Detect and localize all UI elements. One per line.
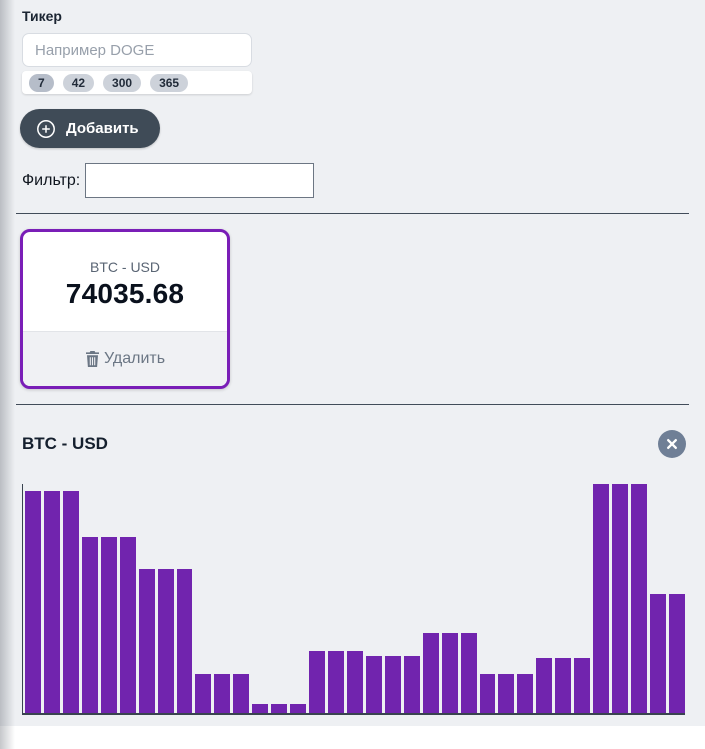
ticker-pair-label: BTC - USD <box>90 259 160 275</box>
chart-bar <box>62 490 79 713</box>
chart-bar <box>328 651 344 713</box>
chart-header: BTC - USD <box>22 430 686 458</box>
close-icon <box>665 437 679 451</box>
section-divider <box>16 404 689 405</box>
ticker-card-body: BTC - USD 74035.68 <box>23 232 227 331</box>
main-content: Тикер 7 42 300 365 Добавить Фильтр: BTC - U… <box>0 0 705 726</box>
chart-bar <box>100 536 117 713</box>
period-pill-365[interactable]: 365 <box>150 73 189 92</box>
delete-button-label: Удалить <box>103 350 166 367</box>
period-pill-300[interactable]: 300 <box>103 73 142 92</box>
chart-bar <box>43 490 60 713</box>
ticker-input[interactable] <box>22 33 252 67</box>
chart-bar <box>574 658 591 713</box>
chart-bar <box>81 536 98 713</box>
period-pill-42[interactable]: 42 <box>62 73 95 92</box>
ticker-label: Тикер <box>22 8 62 24</box>
ticker-card[interactable]: BTC - USD 74035.68 Удалить <box>20 229 230 389</box>
delete-button[interactable]: Удалить <box>79 349 171 369</box>
chart-bar <box>252 703 269 713</box>
section-divider <box>16 213 689 214</box>
chart-bar <box>403 655 420 713</box>
add-button[interactable]: Добавить <box>20 109 160 148</box>
chart-bar <box>346 651 363 713</box>
chart-bar <box>157 568 174 713</box>
chart-bar <box>612 484 628 713</box>
period-pill-7[interactable]: 7 <box>29 73 54 92</box>
chart-bar <box>214 674 231 713</box>
trash-icon <box>85 351 100 367</box>
chart-title: BTC - USD <box>22 434 108 453</box>
periods-panel: 7 42 300 365 <box>22 71 252 94</box>
chart-bar <box>119 536 136 713</box>
chart-bar <box>309 651 325 713</box>
chart-bar <box>649 593 666 713</box>
chart-bar <box>195 674 212 713</box>
chart-bar <box>479 674 496 713</box>
ticker-price: 74035.68 <box>65 278 185 309</box>
chart-plot <box>22 484 685 715</box>
chart-bar <box>176 568 193 713</box>
chart-bar <box>271 703 288 713</box>
filter-row: Фильтр: <box>22 163 705 198</box>
chart-bar <box>138 568 155 713</box>
filter-input[interactable] <box>85 163 315 198</box>
chart-bar <box>668 593 685 713</box>
chart-bar <box>384 655 401 713</box>
chart-close-button[interactable] <box>658 430 686 458</box>
chart-bar <box>631 484 647 713</box>
ticker-card-footer: Удалить <box>23 331 227 386</box>
chart-bar <box>593 484 610 713</box>
chart-bar <box>460 632 477 713</box>
bottom-strip <box>0 726 705 749</box>
chart-bar <box>441 632 458 713</box>
chart-bar <box>365 655 382 713</box>
chart-bar <box>517 674 534 713</box>
chart-bar <box>422 632 439 713</box>
plus-circle-icon <box>36 119 56 139</box>
filter-label: Фильтр: <box>22 171 81 189</box>
chart-bar <box>498 674 515 713</box>
chart-bar <box>290 703 307 713</box>
chart-bar <box>233 674 250 713</box>
chart-bar <box>536 658 553 713</box>
chart-bar <box>555 658 572 713</box>
add-button-label: Добавить <box>66 120 139 137</box>
chart-bar <box>25 490 41 713</box>
